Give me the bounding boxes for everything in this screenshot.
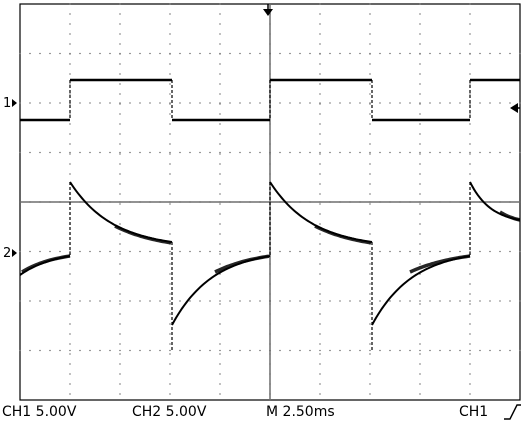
ch1-trace-edges (69, 80, 471, 120)
trigger-source-label: CH1 (459, 404, 489, 420)
ch2-marker-arrow-icon (12, 249, 17, 257)
timebase-readout: M 2.50ms (266, 403, 335, 421)
ch1-marker-label: 1 (3, 96, 11, 111)
trigger-position-marker (263, 4, 273, 16)
ch1-scale-readout: CH1 5.00V (2, 403, 76, 421)
ch2-trace-edges (69, 182, 471, 350)
timebase-label: M (266, 404, 279, 420)
ch2-channel-label: CH2 (132, 404, 162, 420)
timebase-value: 2.50ms (282, 404, 335, 420)
ch2-marker-label: 2 (3, 246, 11, 261)
ch2-scale-readout: CH2 5.00V (132, 403, 206, 421)
ch1-marker-arrow-icon (12, 99, 17, 107)
rising-edge-icon (504, 404, 521, 420)
trigger-level-marker (510, 103, 520, 113)
ch1-channel-label: CH1 (2, 404, 32, 420)
ch2-volts-per-div: 5.00V (165, 404, 207, 420)
trigger-source-readout: CH1 (459, 403, 488, 421)
ch1-trace (20, 78, 520, 122)
ch1-volts-per-div: 5.00V (35, 404, 77, 420)
trigger-slope-indicator (504, 404, 521, 420)
ch2-trace-noise (21, 210, 521, 274)
trigger-position-arrow-icon (263, 9, 273, 16)
